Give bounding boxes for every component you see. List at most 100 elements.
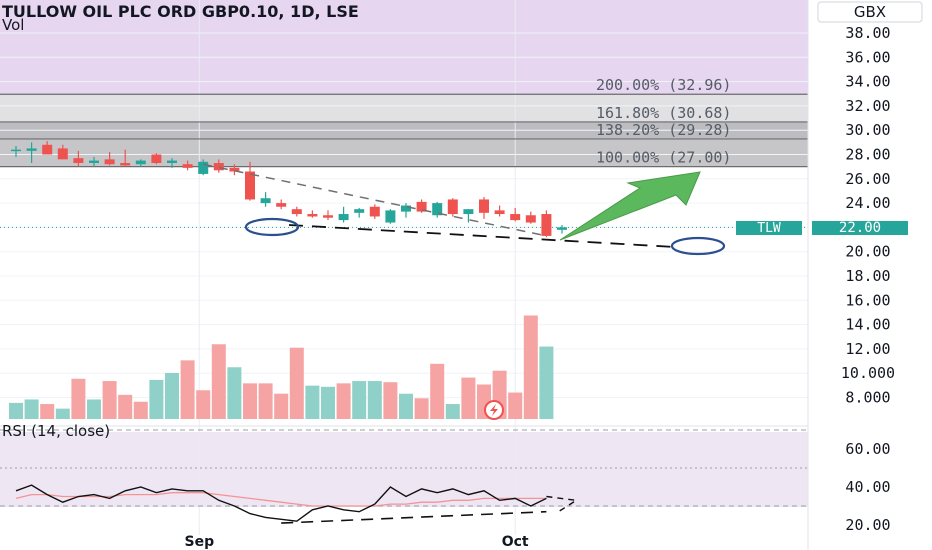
- candle-body: [510, 214, 521, 221]
- event-marker-icon[interactable]: [484, 400, 504, 420]
- candle-body: [104, 159, 115, 165]
- fib-band-161: [0, 94, 808, 122]
- price-tick-label: 26.00: [845, 170, 890, 188]
- volume-bar: [102, 381, 117, 419]
- volume-indicator-label: Vol: [2, 16, 24, 34]
- chart-title: TULLOW OIL PLC ORD GBP0.10, 1D, LSE: [2, 2, 359, 21]
- candle-body: [541, 214, 552, 236]
- candle-body: [354, 209, 365, 213]
- price-tick-label: 16.00: [845, 291, 890, 309]
- volume-bar: [445, 404, 460, 419]
- downtrend-line: [203, 163, 547, 237]
- candle-body: [73, 158, 84, 164]
- volume-bar: [367, 381, 382, 419]
- volume-bar: [305, 385, 320, 419]
- rsi-pane: [0, 429, 808, 522]
- price-badge-value: 22.00: [839, 220, 881, 236]
- volume-bars: [9, 315, 554, 419]
- price-tick-label: 32.00: [845, 97, 890, 115]
- candle-body: [135, 160, 146, 165]
- rsi-line: [15, 484, 547, 522]
- currency-button[interactable]: GBX: [817, 1, 923, 23]
- volume-bar: [461, 377, 476, 419]
- candle-body: [463, 209, 474, 215]
- volume-bar: [133, 401, 148, 419]
- volume-bar: [165, 373, 179, 419]
- volume-bar: [523, 315, 538, 419]
- price-tick-label: 30.00: [845, 121, 890, 139]
- candle-body: [307, 214, 318, 217]
- volume-bar: [274, 393, 289, 419]
- currency-button-label: GBX: [854, 3, 886, 21]
- volume-bar: [9, 402, 23, 419]
- fibonacci-levels: 200.00% (32.96) 161.80% (30.68)138.20% (2…: [0, 76, 808, 228]
- rsi-tick-label: 20.00: [845, 516, 890, 534]
- volume-bar: [399, 393, 413, 419]
- volume-bar: [211, 344, 226, 419]
- fib-level-label: 200.00% (32.96): [596, 76, 731, 94]
- volume-bar: [336, 383, 351, 419]
- candle-body: [26, 148, 37, 151]
- volume-bar: [71, 378, 86, 419]
- volume-bar: [430, 363, 445, 419]
- price-tick-label: 12.00: [845, 340, 890, 358]
- candles: [11, 141, 567, 238]
- time-tick-label: Sep: [184, 534, 214, 550]
- fib-zone-200: [0, 0, 808, 94]
- volume-bar: [289, 347, 304, 419]
- volume-bar: [227, 367, 242, 419]
- up-arrow-icon: [559, 171, 701, 241]
- rsi-label: RSI (14, close): [2, 422, 110, 440]
- candle-body: [432, 203, 443, 216]
- candle-body: [151, 154, 162, 164]
- price-axis: 38.00 36.00 34.00 32.00 30.00 28.00 26.00 24.00…: [807, 0, 895, 550]
- candle-body: [229, 167, 240, 172]
- volume-bar: [40, 404, 55, 419]
- volume-bar: [508, 392, 523, 419]
- candle-body: [385, 210, 396, 223]
- price-badge-symbol: TLW: [757, 221, 781, 236]
- volume-bar: [414, 398, 429, 419]
- rsi-tick-label: 40.00: [845, 478, 890, 496]
- candle-body: [323, 215, 333, 218]
- volume-bar: [149, 379, 164, 419]
- price-tick-label: 34.00: [845, 73, 890, 91]
- target-circle-left: [244, 217, 300, 237]
- volume-bar: [24, 399, 39, 419]
- volume-bar: [243, 383, 257, 419]
- candle-body: [198, 161, 209, 174]
- candle-body: [57, 148, 68, 160]
- candle-body: [369, 206, 380, 217]
- price-tick-label: 14.00: [845, 316, 890, 334]
- candle-body: [479, 199, 489, 213]
- volume-bar: [352, 381, 367, 419]
- rsi-tick-label: 60.00: [845, 440, 890, 458]
- candle-body: [416, 201, 427, 212]
- volume-bar: [258, 383, 273, 419]
- candle-body: [260, 198, 271, 204]
- price-tick-label: 8.000: [845, 389, 890, 407]
- time-tick-label: Oct: [502, 534, 529, 550]
- price-tick-label: 20.00: [845, 243, 890, 261]
- candle-body: [245, 171, 255, 200]
- candle-body: [120, 163, 131, 166]
- candle-body: [291, 209, 302, 215]
- price-tick-label: 24.00: [845, 194, 890, 212]
- volume-bar: [539, 346, 554, 419]
- volume-bar: [321, 386, 335, 419]
- price-tick-label: 18.00: [845, 267, 890, 285]
- volume-bar: [180, 360, 195, 419]
- candle-body: [182, 164, 193, 168]
- candle-body: [276, 203, 287, 207]
- candle-body: [447, 199, 458, 215]
- price-tick-label: 38.00: [845, 24, 890, 42]
- price-tick-label: 10.000: [841, 364, 895, 382]
- fib-band-100: [0, 138, 808, 167]
- candle-body: [557, 227, 567, 230]
- candle-body: [167, 160, 177, 164]
- fib-level-label: 161.80% (30.68): [596, 104, 731, 122]
- target-circle-right: [670, 236, 726, 256]
- candle-body: [494, 210, 505, 215]
- drawings: [203, 163, 726, 524]
